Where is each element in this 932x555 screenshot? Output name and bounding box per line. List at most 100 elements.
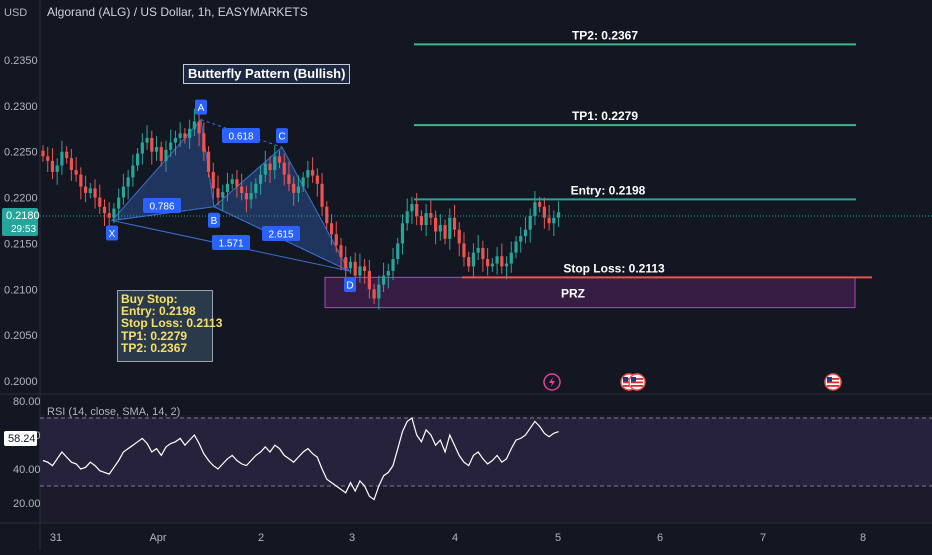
candle-body	[258, 174, 263, 184]
candle-body	[83, 186, 88, 193]
candle-body	[254, 183, 258, 193]
price-tick-label: 0.2250	[4, 147, 38, 159]
candle-body	[448, 217, 452, 239]
us-flag-icon[interactable]	[628, 373, 646, 391]
candle-body	[46, 156, 50, 161]
ratio-label: 2.615	[268, 230, 293, 241]
candle-body	[216, 188, 220, 198]
info-line-entry: Entry: 0.2198	[121, 304, 196, 319]
candle-body	[377, 284, 381, 299]
rsi-title[interactable]: RSI (14, close, SMA, 14, 2)	[47, 406, 180, 418]
candle-body	[154, 147, 159, 152]
price-tick-label: 0.2200	[4, 193, 38, 205]
candle-body	[320, 183, 324, 207]
xb-line	[111, 206, 215, 221]
level-label: Entry: 0.2198	[571, 183, 646, 197]
us-flag-icon[interactable]	[824, 373, 842, 391]
candle-body	[107, 213, 111, 218]
rsi-tick-label: 80.00	[13, 396, 41, 408]
candle-body	[202, 133, 206, 152]
flag-stripe	[631, 385, 643, 387]
pattern-title: Butterfly Pattern (Bullish)	[183, 64, 351, 84]
info-line-stop-loss: Stop Loss: 0.2113	[121, 316, 223, 331]
candle-body	[102, 206, 107, 214]
rsi-badge-value: 58.24	[8, 433, 36, 445]
candle-body	[136, 153, 140, 166]
candles	[41, 108, 561, 310]
candle-body	[159, 147, 163, 161]
lightning-icon[interactable]	[543, 373, 561, 391]
candle-body	[329, 223, 334, 235]
time-tick-label: 5	[555, 532, 561, 544]
time-axis[interactable]: 31 Apr 2 3 4 5 6 7 8	[50, 532, 866, 544]
price-badge-box	[2, 208, 38, 236]
candle-body	[169, 142, 173, 150]
candle-body	[519, 236, 523, 242]
candle-body	[211, 171, 215, 189]
candle-body	[500, 256, 504, 267]
candle-body	[405, 211, 409, 224]
price-tick-label: 0.2350	[4, 55, 38, 67]
candle-body	[438, 225, 442, 232]
info-line-tp2: TP2: 0.2367	[121, 340, 188, 355]
pattern-point-label: D	[346, 280, 353, 291]
ratio-badge	[262, 226, 300, 241]
event-icons[interactable]	[543, 373, 842, 391]
candle-body	[386, 270, 390, 276]
candle-body	[41, 150, 45, 157]
candle-body	[93, 188, 97, 198]
candle-body	[263, 163, 267, 175]
candle-body	[467, 257, 471, 267]
candle-body	[457, 229, 461, 244]
symbol-title[interactable]: Algorand (ALG) / US Dollar, 1h, EASYMARK…	[47, 5, 308, 19]
candle-body	[509, 252, 513, 264]
candle-body	[273, 156, 277, 171]
candle-body	[240, 186, 244, 193]
candle-body	[452, 217, 457, 230]
candle-body	[533, 202, 537, 216]
level-label: Stop Loss: 0.2113	[563, 261, 665, 275]
time-tick-label: 3	[349, 532, 355, 544]
candle-body	[225, 183, 230, 193]
candle-body	[117, 197, 121, 209]
candle-body	[419, 215, 423, 226]
price-tick-label: 0.2000	[4, 376, 38, 388]
candle-body	[221, 192, 225, 198]
butterfly-pattern: 0.618 0.786 2.615 1.571	[110, 118, 351, 273]
time-tick-label: 7	[760, 532, 766, 544]
candle-body	[348, 261, 353, 269]
candle-body	[429, 213, 433, 218]
flag-canton	[623, 377, 628, 382]
candle-body	[230, 179, 234, 184]
candle-body	[311, 170, 315, 176]
rsi-tick-label: 40.00	[13, 464, 41, 476]
time-tick-label: 2	[258, 532, 264, 544]
candle-body	[528, 215, 532, 230]
price-axis[interactable]: 0.2350 0.2300 0.2250 0.2200 0.2150 0.2100 0.20…	[4, 55, 38, 388]
time-tick-label: 6	[657, 532, 663, 544]
candle-body	[79, 174, 83, 187]
candle-body	[415, 203, 419, 216]
candle-body	[353, 261, 357, 276]
candle-body	[164, 149, 168, 161]
candle-body	[292, 183, 296, 193]
candle-body	[173, 137, 178, 143]
candle-body	[476, 248, 480, 253]
price-badge-price: 0.2180	[6, 210, 40, 222]
price-tick-label: 0.2100	[4, 284, 38, 296]
price-badge: 0.2180 29:53	[2, 208, 40, 236]
flag-stripe	[631, 378, 643, 380]
candle-body	[462, 243, 466, 258]
candle-body	[112, 208, 116, 218]
price-badge-countdown: 29:53	[11, 224, 36, 235]
candle-body	[126, 177, 130, 187]
candle-body	[268, 163, 272, 171]
candle-body	[547, 217, 551, 224]
rsi-line	[42, 417, 559, 501]
candle-body	[538, 202, 542, 207]
candle-body	[55, 165, 59, 172]
candle-body	[400, 223, 405, 244]
time-tick-label: Apr	[149, 532, 166, 544]
candle-body	[192, 121, 196, 129]
